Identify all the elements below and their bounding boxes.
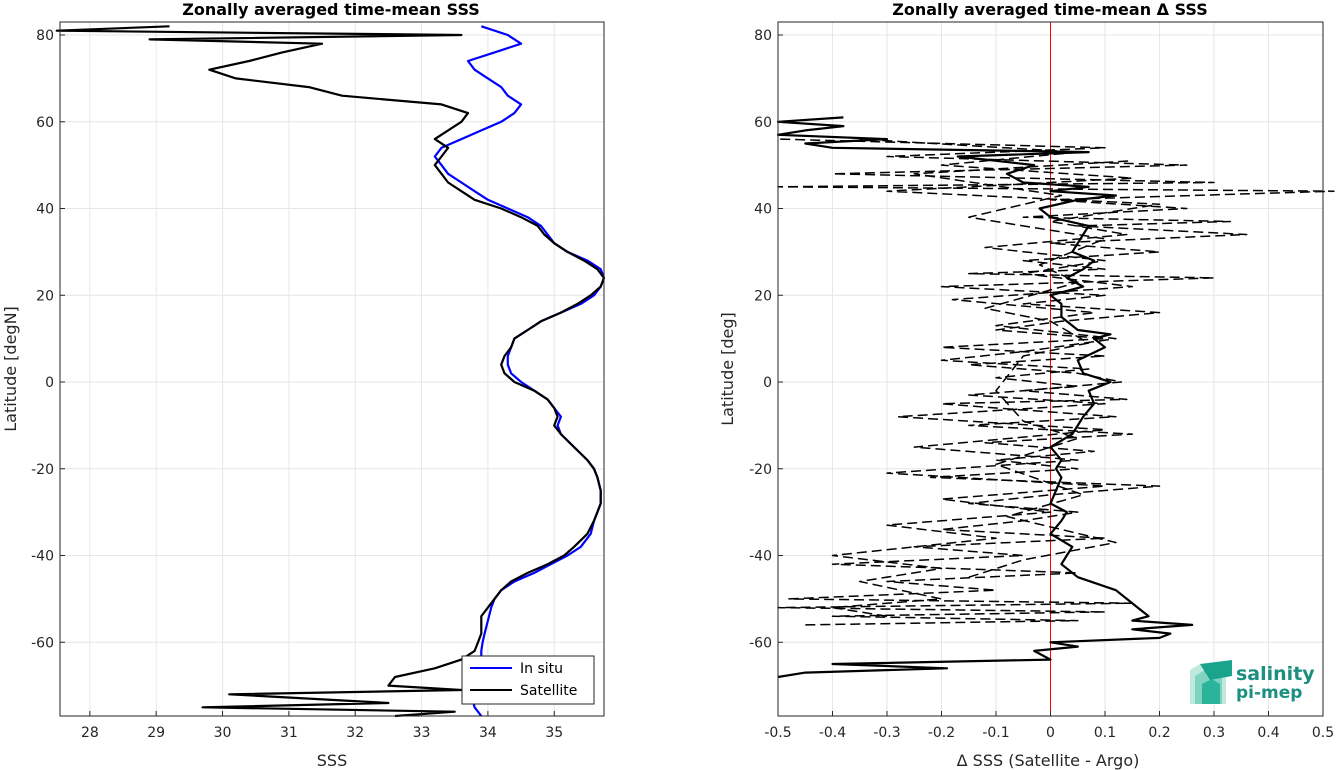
tick-label-x-right-0-4: -0.4 xyxy=(819,725,846,741)
tick-label-x-left-33: 33 xyxy=(413,725,431,741)
tick-label-x-right-0-4: 0.4 xyxy=(1257,725,1279,741)
tick-label-y-left-0: 0 xyxy=(45,375,54,391)
tick-label-y-right-80: 80 xyxy=(754,28,772,44)
right-y-axis-label: Latitude [deg] xyxy=(718,312,737,426)
logo-line2: pi-mep xyxy=(1236,683,1302,703)
series-line-left-in-situ xyxy=(433,25,606,717)
tick-label-x-left-34: 34 xyxy=(479,725,497,741)
left-chart-panel: Zonally averaged time-mean SSS 28 29 30 31 3… xyxy=(1,0,606,770)
left-y-axis-label: Latitude [degN] xyxy=(1,306,20,432)
tick-label-y-right-20: -20 xyxy=(749,462,772,478)
tick-label-x-left-30: 30 xyxy=(214,725,232,741)
tick-label-y-left-20: -20 xyxy=(31,462,54,478)
legend-label-in-situ: In situ xyxy=(520,661,563,677)
logo-line1: salinity xyxy=(1236,663,1315,685)
logo-wave-front xyxy=(1202,679,1220,704)
tick-label-x-right-0-5: 0.5 xyxy=(1312,725,1334,741)
tick-label-y-left-20: 20 xyxy=(36,288,54,304)
tick-label-y-right-40: 40 xyxy=(754,202,772,218)
series-line-left-satellite xyxy=(55,25,606,718)
left-chart-title: Zonally averaged time-mean SSS xyxy=(182,0,480,19)
tick-label-y-left-40: 40 xyxy=(36,202,54,218)
tick-label-x-left-28: 28 xyxy=(81,725,99,741)
right-series-group xyxy=(776,116,1335,679)
right-chart-title: Zonally averaged time-mean Δ SSS xyxy=(892,0,1208,19)
right-chart-panel: Zonally averaged time-mean Δ SSS -0.5 -0.… xyxy=(718,0,1335,770)
tick-label-x-right-0-3: 0.3 xyxy=(1203,725,1225,741)
tick-label-y-left-40: -40 xyxy=(31,549,54,565)
tick-label-y-right-60: 60 xyxy=(754,115,772,131)
tick-label-y-left-80: 80 xyxy=(36,28,54,44)
left-axes-frame xyxy=(59,21,605,717)
salinity-pi-mep-logo: salinity pi-mep xyxy=(1190,660,1315,704)
tick-label-x-right-0-5: -0.5 xyxy=(764,725,791,741)
tick-label-x-right-0-3: -0.3 xyxy=(873,725,900,741)
tick-label-x-right-0-2: -0.2 xyxy=(928,725,955,741)
tick-label-y-right-20: 20 xyxy=(754,288,772,304)
tick-label-x-right-0-1: 0.1 xyxy=(1094,725,1116,741)
left-tick-labels: 28 29 30 31 32 33 34 35 -60 -40 -20 0 20 40 60 80 xyxy=(31,28,563,741)
tick-label-y-right-0: 0 xyxy=(763,375,772,391)
series-line-right-0 xyxy=(776,116,1194,679)
series-line-right-2 xyxy=(831,138,1161,617)
legend-label-satellite: Satellite xyxy=(520,683,577,699)
tick-label-x-right-0-1: -0.1 xyxy=(982,725,1009,741)
tick-label-y-left-60: -60 xyxy=(31,635,54,651)
tick-label-x-right-0: 0 xyxy=(1046,725,1055,741)
tick-label-y-right-40: -40 xyxy=(749,549,772,565)
left-series-group xyxy=(55,25,606,718)
left-x-axis-label: SSS xyxy=(317,751,347,770)
left-grid xyxy=(60,22,604,716)
right-x-axis-label: Δ SSS (Satellite - Argo) xyxy=(957,751,1140,770)
legend-box xyxy=(461,655,595,705)
logo-wave-top xyxy=(1200,660,1232,680)
tick-label-y-left-60: 60 xyxy=(36,115,54,131)
tick-label-x-right-0-2: 0.2 xyxy=(1148,725,1170,741)
tick-label-x-left-35: 35 xyxy=(545,725,563,741)
tick-label-x-left-29: 29 xyxy=(147,725,165,741)
series-line-right-3 xyxy=(913,160,1133,578)
right-tick-labels: -0.5 -0.4 -0.3 -0.2 -0.1 0 0.1 0.2 0.3 0.4 0.5 -60 -… xyxy=(749,28,1334,741)
legend: In situ Satellite xyxy=(461,655,595,705)
tick-label-y-right-60: -60 xyxy=(749,635,772,651)
tick-label-x-left-32: 32 xyxy=(346,725,364,741)
tick-label-x-left-31: 31 xyxy=(280,725,298,741)
